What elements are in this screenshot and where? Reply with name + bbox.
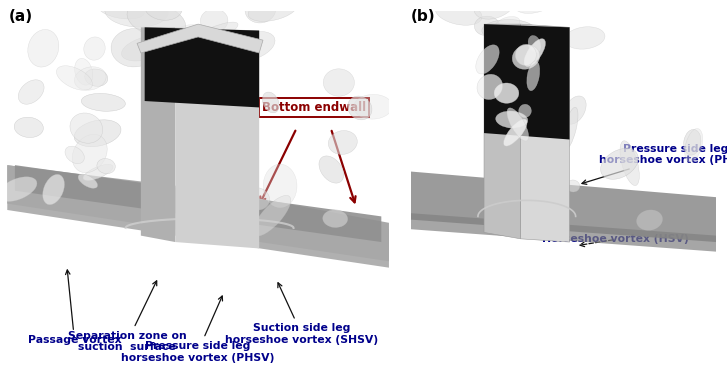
Ellipse shape <box>563 96 586 124</box>
Ellipse shape <box>496 111 528 128</box>
Ellipse shape <box>348 96 372 120</box>
Ellipse shape <box>513 45 539 69</box>
Ellipse shape <box>43 175 65 205</box>
Text: Bottom endwall: Bottom endwall <box>262 101 366 114</box>
Ellipse shape <box>201 9 228 32</box>
Ellipse shape <box>145 31 203 60</box>
Ellipse shape <box>685 129 703 162</box>
Ellipse shape <box>262 92 279 113</box>
Polygon shape <box>484 24 521 239</box>
Ellipse shape <box>683 129 701 155</box>
Text: Suction side leg
horseshoe vortex (SHSV): Suction side leg horseshoe vortex (SHSV) <box>225 283 378 345</box>
Ellipse shape <box>353 94 392 119</box>
Text: Pressure side leg
horseshoe vortex (PHSV): Pressure side leg horseshoe vortex (PHSV… <box>121 296 274 363</box>
Ellipse shape <box>65 146 84 164</box>
Ellipse shape <box>18 80 44 104</box>
Ellipse shape <box>253 195 291 236</box>
Ellipse shape <box>329 130 357 155</box>
Ellipse shape <box>72 134 107 173</box>
Ellipse shape <box>98 0 145 19</box>
Ellipse shape <box>563 107 578 150</box>
Ellipse shape <box>504 120 527 146</box>
Ellipse shape <box>435 1 482 25</box>
Polygon shape <box>15 165 382 242</box>
Ellipse shape <box>528 35 541 53</box>
Ellipse shape <box>121 35 172 61</box>
Polygon shape <box>137 24 263 53</box>
Ellipse shape <box>474 0 515 19</box>
Polygon shape <box>145 28 260 107</box>
Ellipse shape <box>57 66 92 90</box>
Text: Separation zone on
suction  surface: Separation zone on suction surface <box>68 281 187 352</box>
Ellipse shape <box>70 113 103 143</box>
Ellipse shape <box>97 158 116 174</box>
Ellipse shape <box>84 37 105 60</box>
Ellipse shape <box>263 164 297 208</box>
Ellipse shape <box>74 120 121 147</box>
Ellipse shape <box>0 177 37 201</box>
Ellipse shape <box>74 67 106 90</box>
Polygon shape <box>411 213 716 252</box>
Polygon shape <box>521 24 569 242</box>
Ellipse shape <box>565 27 605 49</box>
Ellipse shape <box>514 0 558 14</box>
Text: Horseshoe vortex (HSV): Horseshoe vortex (HSV) <box>542 234 689 247</box>
Polygon shape <box>7 165 389 268</box>
Ellipse shape <box>507 108 529 141</box>
Polygon shape <box>7 165 389 261</box>
Ellipse shape <box>518 104 531 118</box>
Ellipse shape <box>495 17 520 32</box>
Polygon shape <box>175 28 260 248</box>
Ellipse shape <box>477 74 502 100</box>
Ellipse shape <box>475 45 499 74</box>
Text: Passage vortex: Passage vortex <box>28 270 121 345</box>
Ellipse shape <box>248 0 297 21</box>
Ellipse shape <box>151 29 180 57</box>
Ellipse shape <box>524 39 545 66</box>
Ellipse shape <box>15 117 44 138</box>
Ellipse shape <box>494 83 519 103</box>
Polygon shape <box>141 28 175 242</box>
Ellipse shape <box>111 29 157 67</box>
Ellipse shape <box>144 0 182 20</box>
Ellipse shape <box>509 0 530 9</box>
Ellipse shape <box>81 93 125 111</box>
Ellipse shape <box>229 32 275 61</box>
Ellipse shape <box>620 141 639 185</box>
Ellipse shape <box>83 164 113 180</box>
Ellipse shape <box>319 156 344 183</box>
Ellipse shape <box>566 180 579 192</box>
Ellipse shape <box>105 0 168 27</box>
Text: (a): (a) <box>9 9 33 25</box>
Ellipse shape <box>527 61 539 91</box>
Ellipse shape <box>482 20 535 41</box>
Ellipse shape <box>127 2 185 38</box>
Ellipse shape <box>601 149 638 179</box>
Ellipse shape <box>324 69 354 96</box>
Text: Pressure side leg
horseshoe vortex (PHSV): Pressure side leg horseshoe vortex (PHSV… <box>582 144 727 184</box>
Ellipse shape <box>637 210 662 230</box>
Ellipse shape <box>28 29 59 67</box>
Ellipse shape <box>244 188 270 210</box>
Ellipse shape <box>323 210 348 227</box>
Text: (b): (b) <box>411 9 435 25</box>
Ellipse shape <box>189 22 238 46</box>
Polygon shape <box>484 24 569 139</box>
Ellipse shape <box>75 58 93 85</box>
Ellipse shape <box>245 0 276 23</box>
Ellipse shape <box>173 25 213 51</box>
Ellipse shape <box>79 174 97 188</box>
Polygon shape <box>411 172 716 242</box>
Ellipse shape <box>515 44 537 66</box>
Ellipse shape <box>85 69 108 86</box>
Ellipse shape <box>475 16 499 36</box>
